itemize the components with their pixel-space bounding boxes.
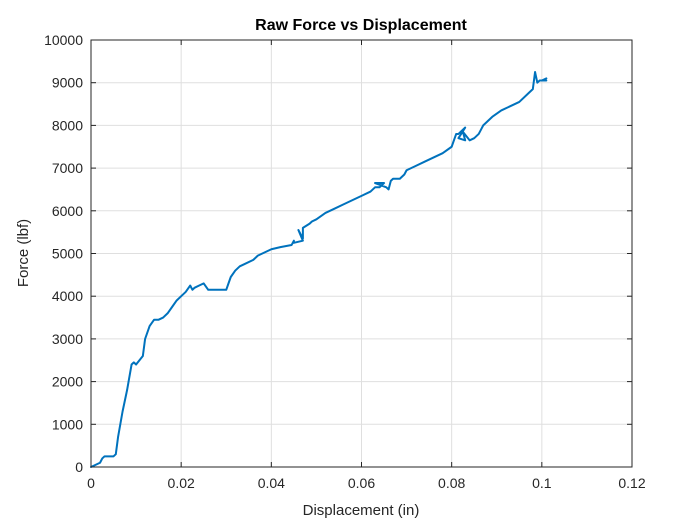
y-tick-label: 6000 [52, 203, 83, 219]
y-tick-label: 1000 [52, 416, 83, 432]
y-tick-label: 10000 [44, 32, 83, 48]
series-line [90, 71, 548, 468]
y-tick-label: 4000 [52, 288, 83, 304]
x-tick-label: 0.06 [348, 475, 375, 491]
y-tick-label: 5000 [52, 246, 83, 262]
y-tick-label: 0 [75, 459, 83, 475]
y-tick-label: 9000 [52, 75, 83, 91]
chart-title: Raw Force vs Displacement [255, 17, 467, 34]
x-tick-label: 0.04 [258, 475, 285, 491]
y-tick-label: 8000 [52, 117, 83, 133]
y-tick-label: 7000 [52, 160, 83, 176]
x-tick-label: 0.1 [532, 475, 552, 491]
y-axis-title: Force (lbf) [15, 219, 32, 287]
x-tick-label: 0.08 [438, 475, 465, 491]
y-tick-label: 2000 [52, 374, 83, 390]
x-axis-title: Displacement (in) [303, 502, 420, 519]
x-tick-label: 0 [87, 475, 95, 491]
y-tick-label: 3000 [52, 331, 83, 347]
ticks: 0 0.02 0.04 0.06 0.08 0.1 0.12 0 1000 2000 3000 400… [44, 32, 646, 491]
x-tick-label: 0.02 [168, 475, 195, 491]
x-tick-label: 0.12 [618, 475, 645, 491]
